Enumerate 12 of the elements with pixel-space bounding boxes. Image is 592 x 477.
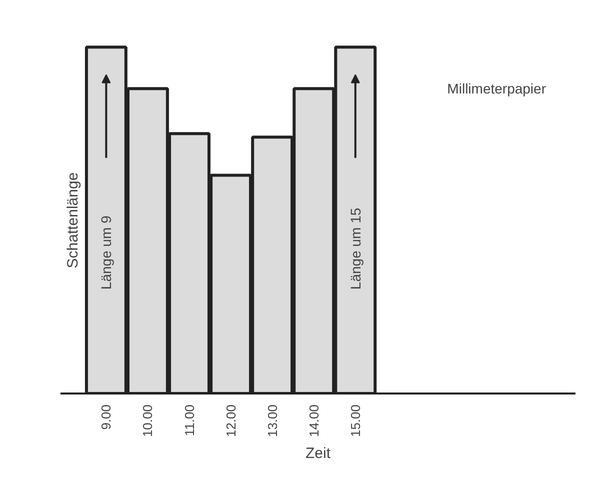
x-tick-label: 15.00: [348, 404, 363, 438]
x-tick-label: 10.00: [140, 404, 156, 438]
annotation: Länge um 9: [98, 215, 114, 290]
x-tick-label: 12.00: [223, 404, 238, 438]
x-axis-title: Zeit: [306, 445, 332, 462]
x-tick-label: 13.00: [264, 404, 280, 438]
annotation: Länge um 15: [347, 208, 364, 290]
x-tick-label: 9.00: [98, 404, 114, 430]
text: Millimeterpapier: [447, 80, 546, 97]
y-axis-title: Schattenlänge: [64, 172, 82, 268]
x-tick-label: 14.00: [306, 404, 322, 438]
x-tick-label: 11.00: [182, 404, 197, 436]
